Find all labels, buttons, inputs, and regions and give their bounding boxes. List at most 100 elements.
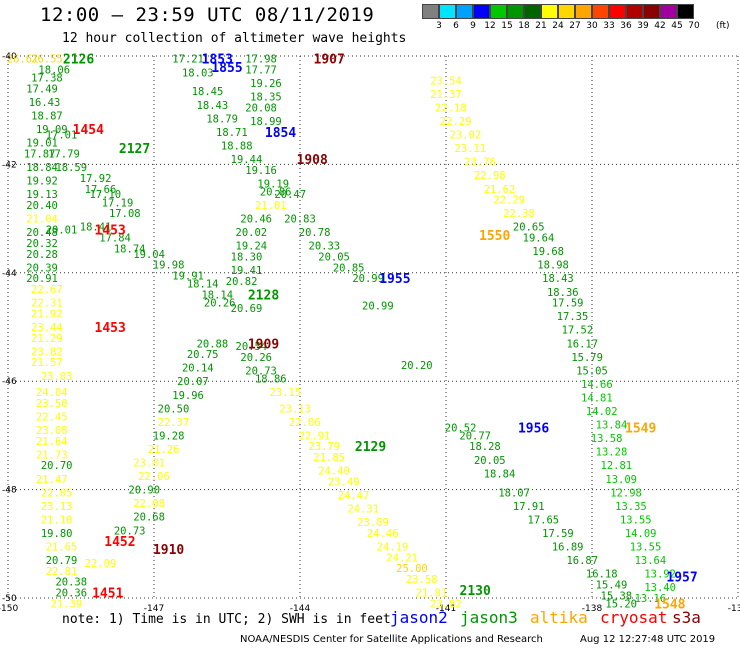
pass-time-label: 1549 [625,421,656,436]
wave-height-point: 17.92 [80,173,112,185]
wave-height-point: 15.79 [571,352,603,364]
x-tick-label: -138 [582,604,603,614]
wave-height-point: 21.57 [31,357,63,369]
wave-height-point: 20.32 [26,238,58,250]
satellite-legend-item: jason3 [460,608,518,627]
pass-time-label: 1453 [95,223,126,238]
wave-height-point: 18.86 [255,373,287,385]
wave-height-point: 17.08 [109,208,141,220]
wave-height-point: 23.11 [455,143,487,155]
pass-time-label: 1909 [248,337,279,352]
color-legend-tick: 45 [671,21,683,31]
wave-height-point: 19.19 [257,178,289,190]
wave-height-point: 19.09 [36,124,68,136]
wave-height-point: 20.28 [26,249,58,261]
wave-height-point: 16.17 [566,338,598,350]
wave-height-point: 15.20 [605,598,637,610]
color-legend-swatch [660,4,677,19]
pass-time-label: 1854 [265,126,296,141]
y-tick-label: -48 [2,486,17,496]
wave-height-point: 23.79 [309,441,341,453]
wave-height-point: 18.07 [498,487,530,499]
wave-height-point: 20.73 [245,365,277,377]
wave-height-point: 23.54 [430,75,462,87]
wave-height-point: 20.07 [177,376,209,388]
wave-height-point: 21.04 [26,214,58,226]
wave-height-point: 26.61 [7,54,39,66]
wave-height-point: 20.36 [55,588,87,600]
color-legend-swatch [541,4,558,19]
color-legend-swatch [456,4,473,19]
wave-height-point: 20.75 [187,349,219,361]
wave-height-point: 23.49 [328,476,360,488]
wave-height-point: 19.98 [153,260,185,272]
wave-height-point: 17.59 [542,528,574,540]
satellite-legend-item: jason2 [390,608,448,627]
color-legend-ticks: 3 6 9 12 15 18 21 24 27 30 33 36 39 42 45 70 [422,19,700,33]
y-tick-label: -42 [2,160,17,170]
wave-height-point: 17.52 [562,325,594,337]
y-tick-label: -50 [2,594,17,604]
wave-height-point: 21.73 [36,449,68,461]
color-legend-tick: 3 [436,21,442,31]
satellite-legend-item: altika [530,608,588,627]
color-legend-tick: 18 [518,21,530,31]
wave-height-point: 20.20 [401,360,433,372]
color-legend-swatch [592,4,609,19]
footnote: note: 1) Time is in UTC; 2) SWH is in fe… [62,612,391,627]
wave-height-point: 19.04 [133,249,165,261]
pass-time-label: 1910 [153,543,184,558]
wave-height-point: 22.38 [503,208,535,220]
wave-height-point: 14.09 [625,528,657,540]
wave-height-point: 20.78 [299,227,331,239]
wave-height-point: 13.64 [635,555,667,567]
wave-height-point: 20.08 [245,102,277,114]
wave-height-point: 23.44 [31,322,63,334]
pass-time-label: 1550 [479,229,510,244]
wave-height-point: 18.35 [250,92,282,104]
wave-height-point: 24.21 [386,552,418,564]
wave-height-point: 22.37 [158,417,190,429]
wave-height-point: 23.58 [406,574,438,586]
color-legend-tick: 30 [586,21,598,31]
color-legend-tick: 15 [501,21,513,31]
wave-height-point: 15.38 [601,590,633,602]
wave-height-point: 22.08 [133,498,165,510]
wave-height-point: 20.05 [318,252,350,264]
wave-height-point: 19.80 [41,528,73,540]
wave-height-point: 21.62 [484,184,516,196]
wave-height-point: 22.09 [85,558,117,570]
wave-height-point: 21.92 [31,308,63,320]
wave-height-point: 23.15 [270,387,302,399]
wave-height-point: 22.18 [435,102,467,114]
wave-height-point: 18.98 [537,260,569,272]
wave-height-point: 20.70 [41,460,73,472]
wave-height-point: 14.81 [581,392,613,404]
x-tick-label: -150 [0,604,18,614]
pass-time-label: 1956 [518,421,549,436]
wave-height-point: 20.50 [158,403,190,415]
color-legend-tick: 21 [535,21,547,31]
wave-height-point: 13.40 [644,582,676,594]
wave-height-point: 13.84 [596,420,628,432]
wave-height-point: 17.59 [552,298,584,310]
wave-height-point: 19.91 [172,271,204,283]
wave-height-point: 20.33 [309,241,341,253]
wave-height-point: 14.66 [581,379,613,391]
wave-height-point: 23.08 [36,425,68,437]
x-tick-label: -135 [728,604,740,614]
wave-height-point: 21.64 [36,436,68,448]
wave-height-point: 19.28 [153,430,185,442]
wave-height-point: 17.87 [24,149,56,161]
wave-height-point: 17.79 [48,149,80,161]
wave-height-point: 16.87 [566,555,598,567]
wave-height-point: 23.76 [464,157,496,169]
wave-height-point: 21.47 [36,474,68,486]
wave-height-point: 21.81 [416,588,448,600]
wave-height-point: 20.99 [362,300,394,312]
wave-height-point: 20.82 [226,276,258,288]
color-legend-swatches [422,4,694,19]
wave-height-point: 13.55 [630,542,662,554]
wave-height-point: 20.52 [445,422,477,434]
wave-height-point: 19.68 [532,246,564,258]
